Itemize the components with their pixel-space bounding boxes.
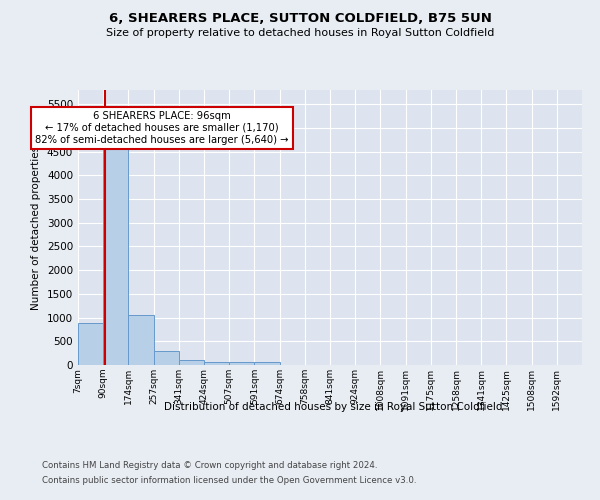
Text: Contains public sector information licensed under the Open Government Licence v3: Contains public sector information licen…	[42, 476, 416, 485]
Bar	[128, 314, 154, 365]
Text: Size of property relative to detached houses in Royal Sutton Coldfield: Size of property relative to detached ho…	[106, 28, 494, 38]
Bar	[103, 148, 128, 365]
Bar	[179, 360, 204, 365]
Text: 6 SHEARERS PLACE: 96sqm
← 17% of detached houses are smaller (1,170)
82% of semi: 6 SHEARERS PLACE: 96sqm ← 17% of detache…	[35, 112, 289, 144]
Text: Contains HM Land Registry data © Crown copyright and database right 2024.: Contains HM Land Registry data © Crown c…	[42, 461, 377, 470]
Text: 6, SHEARERS PLACE, SUTTON COLDFIELD, B75 5UN: 6, SHEARERS PLACE, SUTTON COLDFIELD, B75…	[109, 12, 491, 26]
Bar	[78, 324, 103, 365]
Text: Distribution of detached houses by size in Royal Sutton Coldfield: Distribution of detached houses by size …	[164, 402, 502, 412]
Bar	[254, 362, 280, 365]
Bar	[154, 351, 179, 365]
Y-axis label: Number of detached properties: Number of detached properties	[31, 146, 41, 310]
Bar	[229, 362, 254, 365]
Bar	[204, 362, 229, 365]
